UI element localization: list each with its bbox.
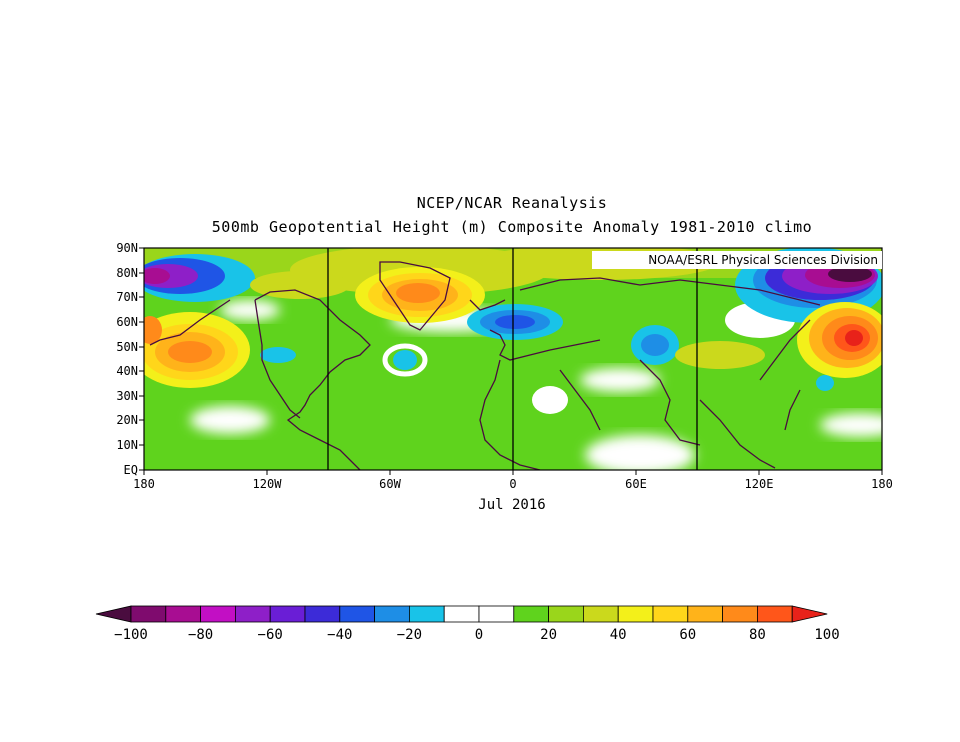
colorbar-swatch [304, 605, 341, 623]
colorbar-swatch [269, 605, 306, 623]
chart-subtitle: 500mb Geopotential Height (m) Composite … [211, 218, 813, 236]
lon-tick: 180 [871, 477, 893, 491]
colorbar-swatch [234, 605, 271, 623]
lat-tick: 10N [116, 438, 138, 452]
colorbar-swatch [513, 605, 549, 623]
date-label: Jul 2016 [478, 497, 546, 513]
colorbar-tick-label: 60 [679, 627, 697, 643]
colorbar-swatch [687, 605, 723, 623]
colorbar-high-arrow [791, 605, 828, 623]
coastlines [149, 261, 821, 470]
colorbar-tick-label: 20 [540, 627, 558, 643]
axis-ticks [139, 247, 883, 475]
colorbar-swatch [339, 605, 375, 623]
colorbar-swatch [548, 605, 584, 623]
colorbar-tick-label: −40 [327, 627, 353, 643]
colorbar-swatch [200, 605, 236, 623]
lon-tick: 180 [133, 477, 155, 491]
lon-tick: 0 [509, 477, 517, 491]
colorbar-swatch [130, 605, 167, 623]
colorbar-tick-label: −20 [396, 627, 423, 643]
colorbar-swatch [617, 605, 654, 623]
lon-tick: 60E [625, 477, 647, 491]
lat-tick: 80N [116, 266, 138, 280]
colorbar-swatch [757, 605, 793, 623]
lat-tick: EQ [123, 463, 138, 477]
colorbar-swatch [443, 605, 480, 623]
colorbar-tick-label: 80 [748, 627, 766, 643]
lat-tick: 50N [116, 340, 138, 354]
colorbar-low-arrow [95, 605, 132, 623]
colorbar-tick-label: 100 [814, 627, 840, 643]
colorbar-swatch [165, 605, 202, 623]
colorbar-tick-label: −100 [114, 627, 148, 643]
lat-tick: 30N [116, 389, 138, 403]
colorbar-swatch [374, 605, 410, 623]
lat-tick: 40N [116, 364, 138, 378]
colorbar-tick-label: 0 [474, 627, 484, 643]
lat-tick: 60N [116, 315, 138, 329]
lat-tick: 90N [116, 241, 138, 255]
colorbar-tick-label: 40 [609, 627, 627, 643]
colorbar-swatch [652, 605, 689, 623]
credit-label: NOAA/ESRL Physical Sciences Division [592, 251, 882, 269]
lat-tick: 20N [116, 413, 138, 427]
lat-tick: 70N [116, 290, 138, 304]
colorbar-swatch [722, 605, 758, 623]
colorbar-swatch [583, 605, 619, 623]
lon-tick: 120E [744, 477, 774, 491]
chart-title: NCEP/NCAR Reanalysis [416, 194, 608, 212]
colorbar-tick-label: −80 [187, 627, 214, 643]
colorbar-swatch [478, 605, 515, 623]
lon-tick: 120W [252, 477, 282, 491]
colorbar-tick-label: −60 [257, 627, 283, 643]
colorbar-swatch [408, 605, 445, 623]
lon-tick: 60W [379, 477, 401, 491]
